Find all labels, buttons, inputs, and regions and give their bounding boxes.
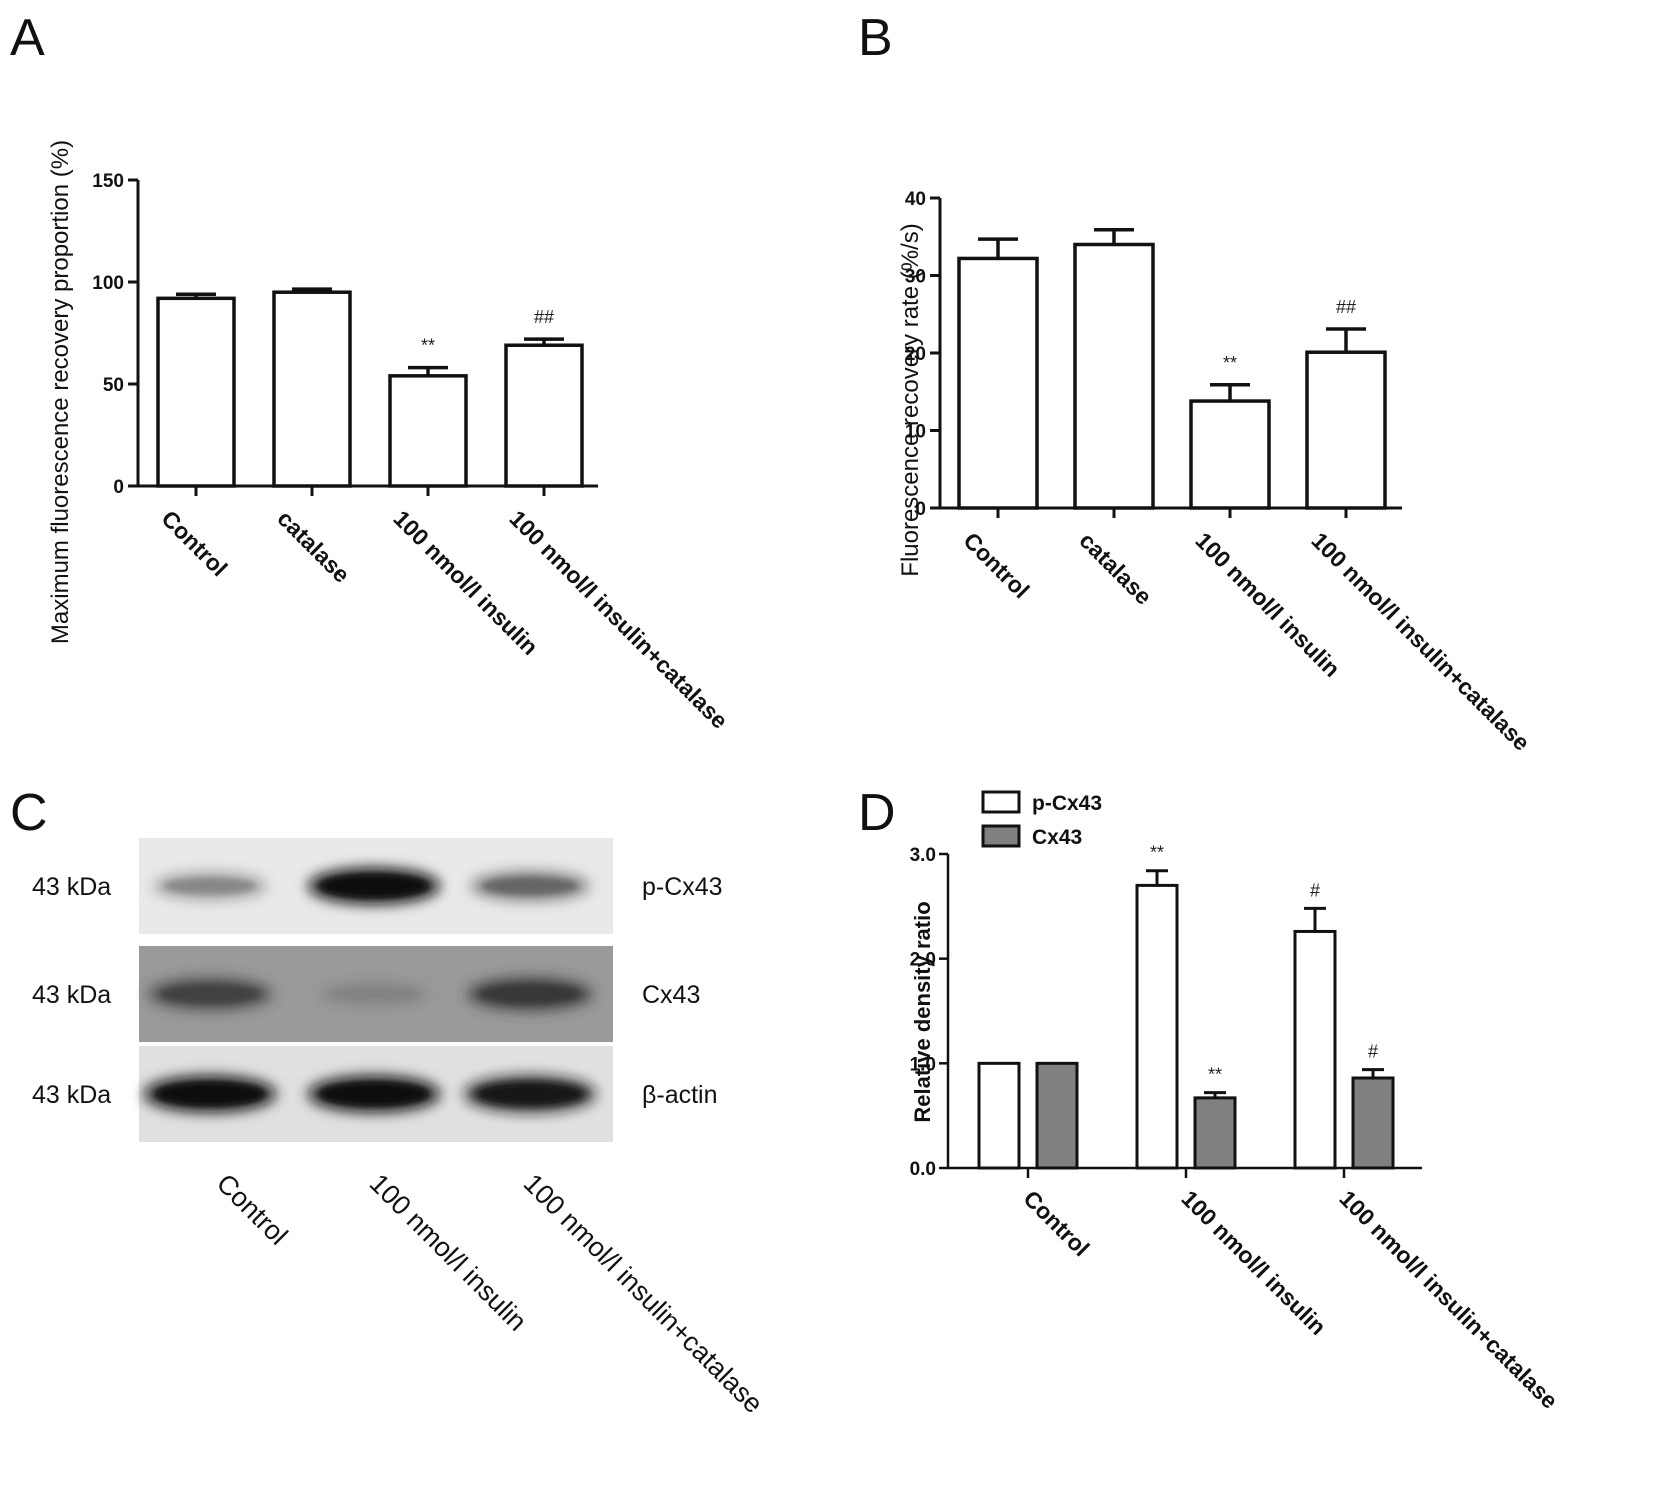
blot-mw-label: 43 kDa: [32, 1081, 111, 1109]
chart-b-y-tick-label: 10: [905, 422, 926, 443]
chart-a-y-tick-label: 150: [92, 171, 124, 192]
blot-band-core: [160, 984, 260, 1004]
chart-d-category-label: 100 nmol/l insulin: [1176, 1185, 1331, 1340]
blot-band-core: [482, 877, 578, 895]
chart-b-bar: [957, 256, 1039, 510]
western-blot: 43 kDa p-Cx43 43 kDa Cx43 43 kDa β-actin Contr…: [32, 838, 769, 1419]
blot-band-core: [479, 984, 581, 1004]
chart-a-y-tick-label: 100: [92, 273, 124, 294]
chart-a-bar: [388, 374, 468, 488]
chart-a-bar: [504, 343, 584, 488]
chart-b-y-tick-label: 20: [905, 344, 926, 365]
chart-a-y-tick-label: 50: [103, 375, 124, 396]
chart-b-significance-mark: ##: [1336, 297, 1356, 317]
chart-b-y-tick-label: 30: [905, 267, 926, 288]
legend-swatch-p-cx43: [981, 790, 1021, 814]
chart-d-bar-p-cx43: [1293, 929, 1337, 1170]
chart-a-category-label: catalase: [272, 505, 355, 588]
blot-protein-label: Cx43: [642, 981, 700, 1009]
chart-b-significance-mark: **: [1223, 353, 1237, 373]
chart-b: Fluorescence recovery rate (%/s) 0 10 20 30…: [897, 189, 1535, 756]
chart-d-bar-p-cx43: [1135, 883, 1179, 1170]
chart-b-category-label: 100 nmol/l insulin+catalase: [1306, 527, 1535, 756]
chart-d-bar-cx43: [1193, 1096, 1237, 1170]
chart-d-y-axis-title: Relative density ratio: [910, 901, 935, 1122]
chart-d-y-tick-label: 2.0: [910, 950, 936, 971]
chart-a-category-label: 100 nmol/l insulin+catalase: [504, 505, 733, 734]
chart-d-category-label: 100 nmol/l insulin+catalase: [1334, 1185, 1563, 1414]
chart-b-y-tick-label: 40: [905, 189, 926, 210]
panel-letter-b: B: [858, 9, 893, 67]
blot-mw-label: 43 kDa: [32, 981, 111, 1009]
chart-a-category-label: Control: [156, 505, 232, 581]
chart-d-significance-mark: #: [1368, 1042, 1378, 1062]
chart-d-y-tick-label: 1.0: [910, 1054, 936, 1075]
chart-b-y-axis-title: Fluorescence recovery rate (%/s): [897, 223, 924, 576]
panel-letter-a: A: [10, 9, 45, 67]
chart-d-significance-mark: #: [1310, 880, 1320, 900]
chart-a-significance-mark: **: [421, 336, 435, 356]
chart-a-significance-mark: ##: [534, 307, 554, 327]
chart-a-y-tick-label: 0: [113, 477, 124, 498]
chart-b-bar: [1189, 399, 1271, 510]
panel-letter-c: C: [10, 784, 48, 842]
blot-protein-label: β-actin: [642, 1081, 718, 1109]
blot-lane-label: 100 nmol/l insulin+catalase: [518, 1168, 769, 1419]
chart-d-y-tick-label: 3.0: [910, 845, 936, 866]
legend-label-cx43: Cx43: [1032, 826, 1082, 849]
chart-b-category-label: catalase: [1074, 527, 1157, 610]
panel-letter-d: D: [858, 784, 896, 842]
chart-d-bar-cx43: [1035, 1061, 1079, 1170]
blot-band-core: [164, 877, 256, 895]
chart-d-y-tick-label: 0.0: [910, 1159, 936, 1180]
blot-band-core: [329, 986, 419, 1002]
blot-band-core: [157, 1083, 263, 1105]
chart-d-significance-mark: **: [1150, 843, 1164, 863]
chart-b-bar: [1073, 242, 1155, 510]
chart-a-bar: [272, 290, 352, 488]
blot-band-core: [321, 875, 427, 897]
chart-b-category-label: Control: [958, 527, 1034, 603]
legend-swatch-cx43: [981, 824, 1021, 848]
chart-d-bar-p-cx43: [977, 1061, 1021, 1170]
chart-d: Relative density ratio 0.0 1.0 2.0 3.0 Contr…: [910, 790, 1563, 1414]
blot-mw-label: 43 kDa: [32, 873, 111, 901]
legend-label-p-cx43: p-Cx43: [1032, 792, 1102, 815]
chart-a: Maximum fluorescence recovery proportion…: [47, 140, 733, 734]
blot-lane-label: Control: [211, 1168, 294, 1251]
blot-band-core: [321, 1083, 427, 1105]
chart-a-y-axis-title: Maximum fluorescence recovery proportion…: [47, 140, 74, 644]
blot-protein-label: p-Cx43: [642, 873, 723, 901]
chart-b-bar: [1305, 350, 1387, 510]
chart-d-significance-mark: **: [1208, 1065, 1222, 1085]
chart-d-bar-cx43: [1351, 1076, 1395, 1170]
chart-b-y-tick-label: 0: [915, 499, 926, 520]
chart-d-category-label: Control: [1018, 1185, 1094, 1261]
blot-band-core: [477, 1083, 583, 1105]
blot-lane-label: 100 nmol/l insulin: [364, 1168, 533, 1337]
chart-a-bar: [156, 296, 236, 488]
